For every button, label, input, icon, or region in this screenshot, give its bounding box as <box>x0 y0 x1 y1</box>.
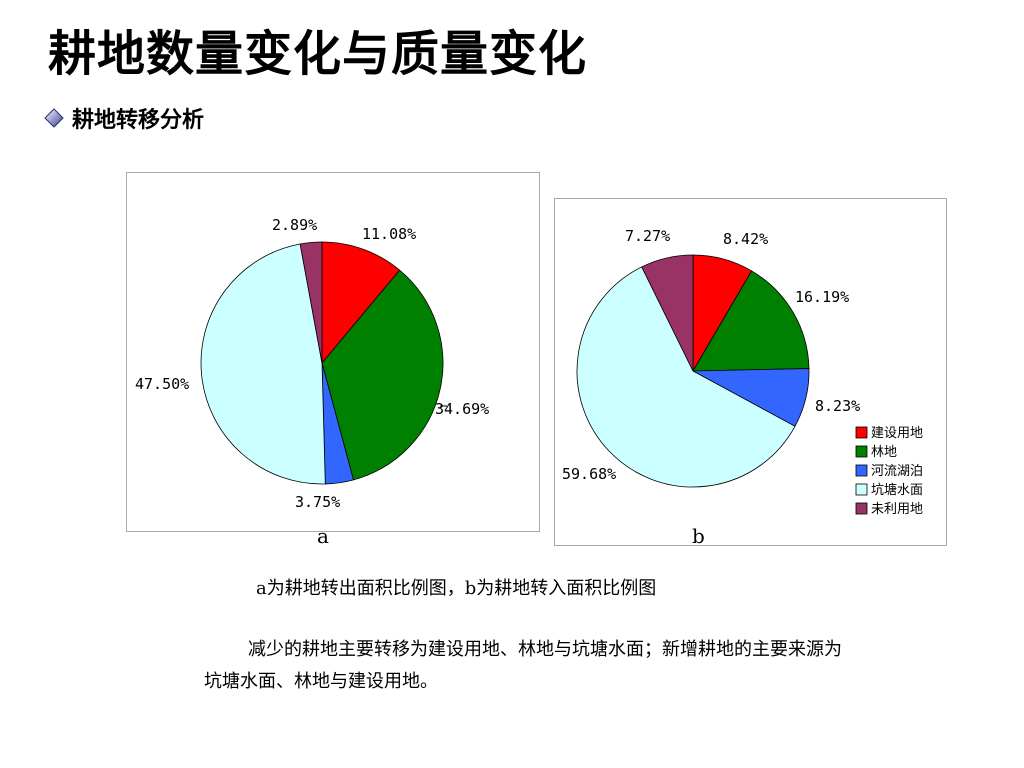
pie-chart-b: 8.42% 16.19% 8.23% 59.68% 7.27% 建设用地林地河流湖泊坑塘水… <box>554 198 947 546</box>
chart-a-value-label-4: 2.89% <box>272 216 317 234</box>
chart-a-label: a <box>317 524 329 548</box>
slide-subtitle: 耕地转移分析 <box>72 108 205 133</box>
chart-a-value-label-1: 34.69% <box>435 400 489 418</box>
chart-b-legend-swatch-4 <box>855 502 868 515</box>
chart-b-label: b <box>692 524 705 548</box>
chart-b-slice-1 <box>692 270 810 372</box>
body-paragraph-text: 减少的耕地主要转移为建设用地、林地与坑塘水面；新增耕地的主要来源为坑塘水面、林地… <box>204 639 842 692</box>
chart-b-legend-swatch-2 <box>855 464 868 477</box>
chart-b-slice-4 <box>641 254 694 372</box>
pie-chart-a: 11.08% 34.69% 3.75% 47.50% 2.89% <box>126 172 540 532</box>
subtitle-row: 耕地转移分析 <box>44 104 205 133</box>
chart-a-slice-0 <box>321 241 401 365</box>
chart-b-legend-swatch-1 <box>855 445 868 458</box>
chart-b-slice-3 <box>576 266 796 488</box>
chart-b-legend-label-4: 未利用地 <box>871 502 923 517</box>
chart-caption: a为耕地转出面积比例图，b为耕地转入面积比例图 <box>256 578 657 599</box>
chart-a-value-label-2: 3.75% <box>295 493 340 511</box>
diamond-bullet-icon <box>44 108 64 128</box>
chart-b-legend-label-3: 坑塘水面 <box>871 482 923 498</box>
chart-b-legend-label-0: 建设用地 <box>871 426 923 441</box>
chart-a-value-label-0: 11.08% <box>362 225 416 243</box>
chart-b-legend-label-2: 河流湖泊 <box>871 464 923 479</box>
chart-a-slice-4 <box>299 241 323 364</box>
pie-chart-b-svg: 8.42% 16.19% 8.23% 59.68% 7.27% 建设用地林地河流湖泊坑塘水… <box>562 227 923 517</box>
chart-b-value-label-1: 16.19% <box>795 288 849 306</box>
chart-b-legend-label-1: 林地 <box>871 445 897 460</box>
chart-b-legend-swatch-3 <box>855 483 868 496</box>
chart-b-value-label-3: 59.68% <box>562 465 616 483</box>
chart-a-slice-3 <box>200 243 326 485</box>
pie-chart-a-svg: 11.08% 34.69% 3.75% 47.50% 2.89% <box>135 216 489 511</box>
chart-b-value-label-0: 8.42% <box>723 230 768 248</box>
chart-a-slice-1 <box>321 269 444 481</box>
chart-b-value-label-4: 7.27% <box>625 227 670 245</box>
chart-b-value-label-2: 8.23% <box>815 397 860 415</box>
body-paragraph: 减少的耕地主要转移为建设用地、林地与坑塘水面；新增耕地的主要来源为坑塘水面、林地… <box>204 634 844 698</box>
chart-b-legend-swatch-0 <box>855 426 868 439</box>
chart-a-value-label-3: 47.50% <box>135 375 189 393</box>
slide-title: 耕地数量变化与质量变化 <box>48 26 588 82</box>
